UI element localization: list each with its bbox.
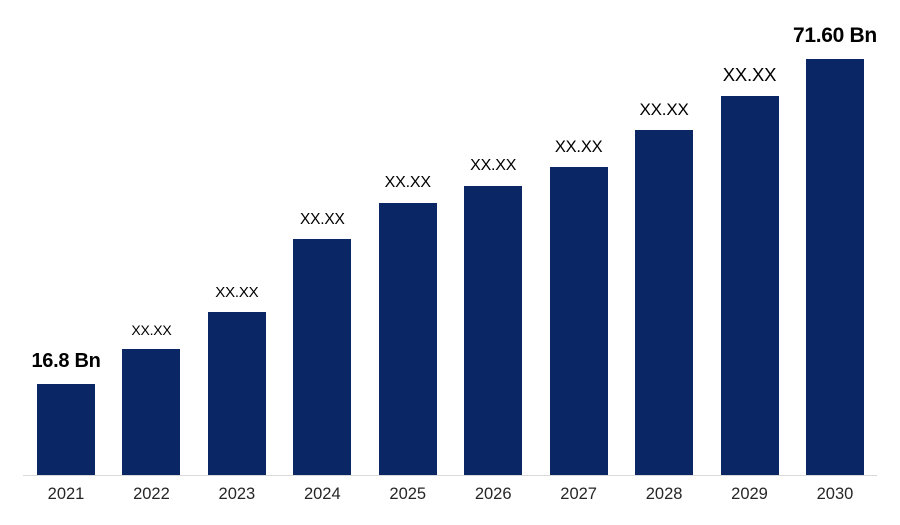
bar-2025 bbox=[378, 203, 437, 475]
value-label-2029: xx.xx bbox=[722, 63, 777, 85]
bar-2021 bbox=[37, 384, 95, 475]
x-tick-2029: 2029 bbox=[731, 485, 768, 503]
x-tick-2024: 2024 bbox=[303, 485, 341, 503]
bar-2028 bbox=[635, 130, 694, 475]
x-tick-2028: 2028 bbox=[645, 485, 683, 503]
x-tick-2021: 2021 bbox=[47, 485, 85, 503]
value-label-2027: xx.xx bbox=[554, 137, 603, 156]
value-label-2026: xx.xx bbox=[470, 157, 517, 174]
bar-2030 bbox=[805, 59, 864, 475]
bar-2029 bbox=[720, 96, 779, 475]
value-label-2021: 16.8 Bn bbox=[31, 350, 101, 372]
value-label-2028: xx.xx bbox=[639, 100, 689, 119]
x-tick-2027: 2027 bbox=[560, 485, 597, 503]
value-label-2030: 71.60 Bn bbox=[792, 24, 877, 47]
x-tick-2023: 2023 bbox=[218, 485, 256, 503]
value-label-2025: xx.xx bbox=[384, 174, 431, 191]
value-label-2023: xx.xx bbox=[215, 284, 259, 301]
bar-2023 bbox=[207, 312, 266, 475]
bar-2024 bbox=[293, 239, 352, 475]
bar-2027 bbox=[549, 167, 608, 475]
value-label-2024: xx.xx bbox=[299, 210, 345, 228]
x-tick-2022: 2022 bbox=[133, 485, 170, 503]
x-tick-2026: 2026 bbox=[474, 485, 512, 503]
value-label-2022: xx.xx bbox=[131, 322, 172, 338]
bar-2026 bbox=[464, 186, 523, 475]
x-tick-2030: 2030 bbox=[816, 485, 854, 503]
x-axis-line bbox=[23, 474, 877, 476]
x-tick-2025: 2025 bbox=[389, 485, 427, 503]
bar-2022 bbox=[122, 349, 181, 475]
